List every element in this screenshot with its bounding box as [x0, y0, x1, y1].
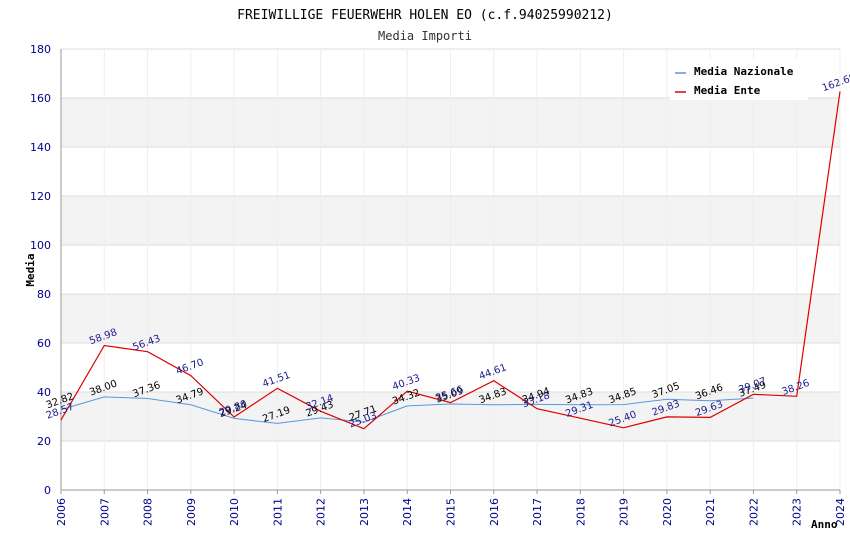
y-tick-label: 20: [37, 435, 51, 448]
x-tick-labels: 2006 2007 2008 2009 2010 2011 2012 2013 2014 2015…: [55, 498, 847, 526]
x-axis-label: Anno: [811, 518, 838, 531]
y-tick-label: 60: [37, 337, 51, 350]
series-line-media-ente: [60, 91, 841, 430]
x-tick-label: 2014: [401, 498, 414, 526]
x-tick-label: 2010: [228, 498, 241, 526]
axes: [60, 49, 841, 494]
y-tick-label: 180: [30, 43, 51, 56]
y-tick-label: 120: [30, 190, 51, 203]
data-label: 46.70: [175, 357, 206, 377]
x-tick-label: 2012: [315, 498, 328, 526]
y-tick-label: 40: [37, 386, 51, 399]
y-tick-label: 160: [30, 92, 51, 105]
x-tick-label: 2024: [834, 498, 847, 526]
legend-label-media-nazionale: Media Nazionale: [694, 65, 794, 78]
x-tick-label: 2011: [271, 498, 284, 526]
y-tick-label: 140: [30, 141, 51, 154]
x-tick-label: 2016: [488, 498, 501, 526]
data-label: 41.51: [261, 370, 292, 390]
y-tick-label: 0: [44, 484, 51, 497]
x-tick-label: 2006: [55, 498, 68, 526]
x-tick-label: 2013: [358, 498, 371, 526]
x-tick-label: 2008: [142, 498, 155, 526]
x-tick-label: 2009: [185, 498, 198, 526]
y-tick-labels: 0 20 40 60 80 100 120 140 160 180: [30, 43, 51, 497]
x-tick-label: 2015: [445, 498, 458, 526]
legend-box: [670, 58, 808, 100]
data-label: 162.69: [821, 72, 850, 94]
y-tick-label: 80: [37, 288, 51, 301]
legend-label-media-ente: Media Ente: [694, 84, 761, 97]
series-line-media-nazionale: [60, 396, 754, 424]
x-tick-label: 2019: [618, 498, 631, 526]
x-tick-label: 2023: [791, 498, 804, 526]
series-lines: [60, 91, 841, 430]
x-tick-label: 2018: [574, 498, 587, 526]
y-axis-label: Media: [24, 253, 37, 286]
x-tick-label: 2022: [747, 498, 760, 526]
chart-subtitle: Media Importi: [378, 29, 472, 43]
x-tick-label: 2017: [531, 498, 544, 526]
y-tick-label: 100: [30, 239, 51, 252]
data-label: 44.61: [478, 362, 509, 382]
x-tick-label: 2007: [98, 498, 111, 526]
legend: Media Nazionale Media Ente: [670, 58, 808, 100]
x-tick-label: 2021: [704, 498, 717, 526]
chart-title: FREIWILLIGE FEUERWEHR HOLEN EO (c.f.9402…: [237, 8, 613, 23]
x-tick-label: 2020: [661, 498, 674, 526]
